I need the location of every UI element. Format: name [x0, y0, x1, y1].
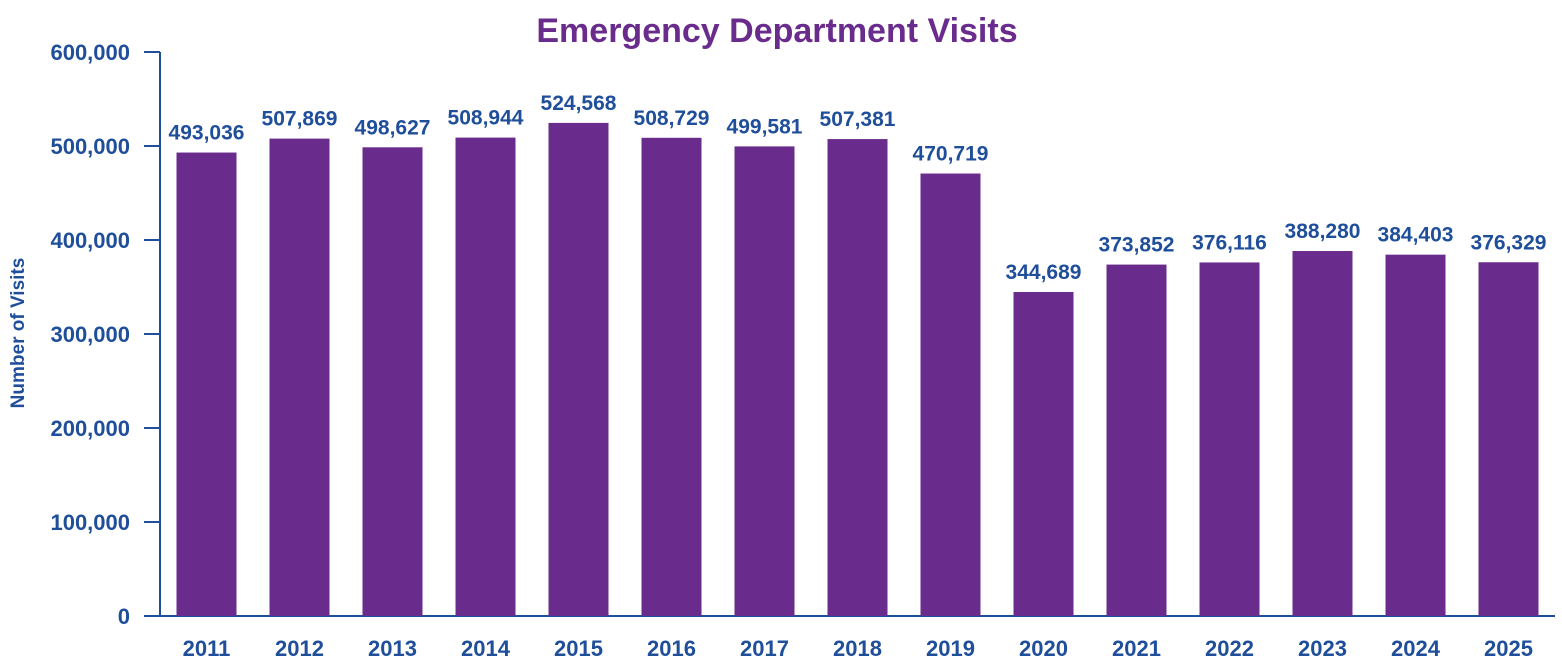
data-label: 344,689 — [1006, 261, 1082, 284]
data-label: 384,403 — [1378, 224, 1454, 247]
x-tick-label: 2013 — [368, 636, 417, 660]
y-tick-label: 400,000 — [50, 228, 130, 253]
bar-2021 — [1106, 264, 1167, 616]
data-label: 524,568 — [541, 92, 617, 115]
y-tick-label: 0 — [118, 604, 130, 629]
x-tick-label: 2016 — [647, 636, 696, 660]
bar-2013 — [362, 147, 423, 616]
bar-2015 — [548, 122, 609, 617]
data-label: 508,944 — [448, 107, 524, 130]
bar-2019 — [920, 173, 981, 616]
bar-2018 — [827, 139, 888, 616]
data-label: 373,852 — [1099, 234, 1175, 257]
data-label: 376,116 — [1192, 231, 1267, 254]
data-label: 508,729 — [634, 107, 710, 130]
data-label: 493,036 — [169, 122, 245, 145]
data-label: 470,719 — [913, 143, 989, 166]
y-tick-label: 500,000 — [50, 134, 130, 159]
bar-2023 — [1292, 251, 1353, 617]
bar-2011 — [176, 152, 237, 617]
x-tick-label: 2019 — [926, 636, 975, 660]
y-tick-label: 200,000 — [50, 416, 130, 441]
y-axis-ticks: 0 100,000 200,000 300,000 400,000 500,000 600,… — [50, 40, 160, 629]
x-tick-label: 2022 — [1205, 636, 1254, 660]
data-labels: 493,036 507,869 498,627 508,944 524,568 508,7… — [169, 92, 1547, 284]
y-axis-title: Number of Visits — [8, 258, 29, 409]
x-axis-labels: 2011 2012 2013 2014 2015 2016 2017 2018 2019 2020… — [183, 636, 1533, 661]
x-tick-label: 2015 — [554, 636, 603, 660]
y-tick-label: 300,000 — [50, 322, 130, 347]
x-tick-label: 2020 — [1019, 636, 1068, 660]
x-tick-label: 2024 — [1391, 636, 1441, 660]
data-label: 499,581 — [727, 115, 803, 138]
y-tick-label: 100,000 — [50, 510, 130, 535]
x-tick-label: 2012 — [275, 636, 324, 660]
x-tick-label: 2011 — [183, 636, 231, 660]
x-tick-label: 2018 — [833, 636, 882, 660]
bar-2017 — [734, 146, 795, 616]
bar-2014 — [455, 137, 516, 616]
y-tick-label: 600,000 — [50, 40, 130, 65]
data-label: 498,627 — [355, 116, 431, 139]
data-label: 376,329 — [1471, 231, 1547, 254]
x-tick-label: 2021 — [1112, 636, 1161, 660]
bar-2012 — [269, 138, 330, 616]
x-tick-label: 2025 — [1484, 636, 1533, 660]
bar-2022 — [1199, 262, 1260, 616]
data-label: 507,869 — [262, 108, 338, 131]
x-tick-label: 2017 — [740, 636, 789, 660]
bar-2025 — [1478, 262, 1539, 616]
bar-2020 — [1013, 291, 1074, 616]
data-label: 388,280 — [1285, 220, 1361, 243]
data-label: 507,381 — [820, 108, 896, 131]
x-tick-label: 2023 — [1298, 636, 1347, 660]
bar-2024 — [1385, 254, 1446, 616]
bar-2016 — [641, 137, 702, 616]
chart-title: Emergency Department Visits — [536, 12, 1017, 50]
x-tick-label: 2014 — [461, 636, 511, 660]
bars — [176, 122, 1539, 617]
